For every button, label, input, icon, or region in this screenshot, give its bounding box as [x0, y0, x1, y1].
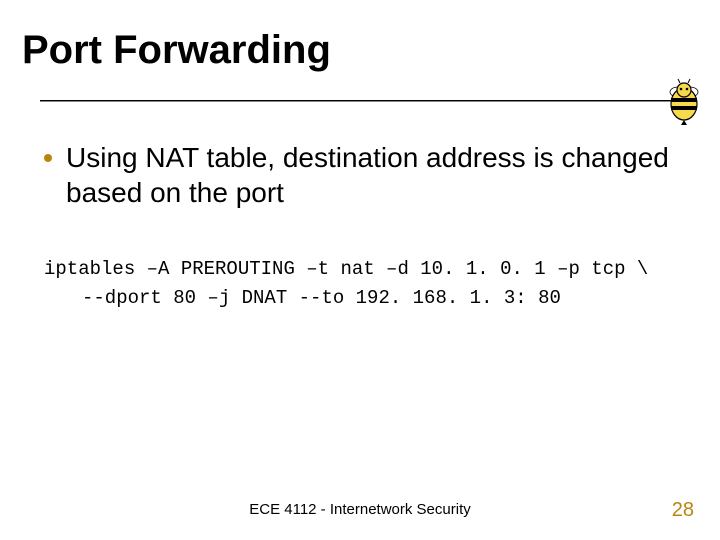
page-number: 28 — [672, 499, 694, 522]
code-line-2: --dport 80 –j DNAT --to 192. 168. 1. 3: … — [44, 287, 561, 309]
code-block: iptables –A PREROUTING –t nat –d 10. 1. … — [44, 255, 680, 312]
bullet-item: Using NAT table, destination address is … — [44, 140, 680, 210]
title-underline — [40, 100, 680, 102]
code-line-1: iptables –A PREROUTING –t nat –d 10. 1. … — [44, 258, 648, 280]
bullet-list: Using NAT table, destination address is … — [44, 140, 680, 210]
footer-text: ECE 4112 - Internetwork Security — [0, 501, 720, 518]
bullet-dot-icon — [44, 154, 52, 162]
slide-title: Port Forwarding — [22, 28, 331, 73]
buzz-bee-icon — [660, 78, 708, 126]
bullet-text: Using NAT table, destination address is … — [66, 140, 680, 210]
slide: Port Forwarding Using NAT table, destina… — [0, 0, 720, 540]
